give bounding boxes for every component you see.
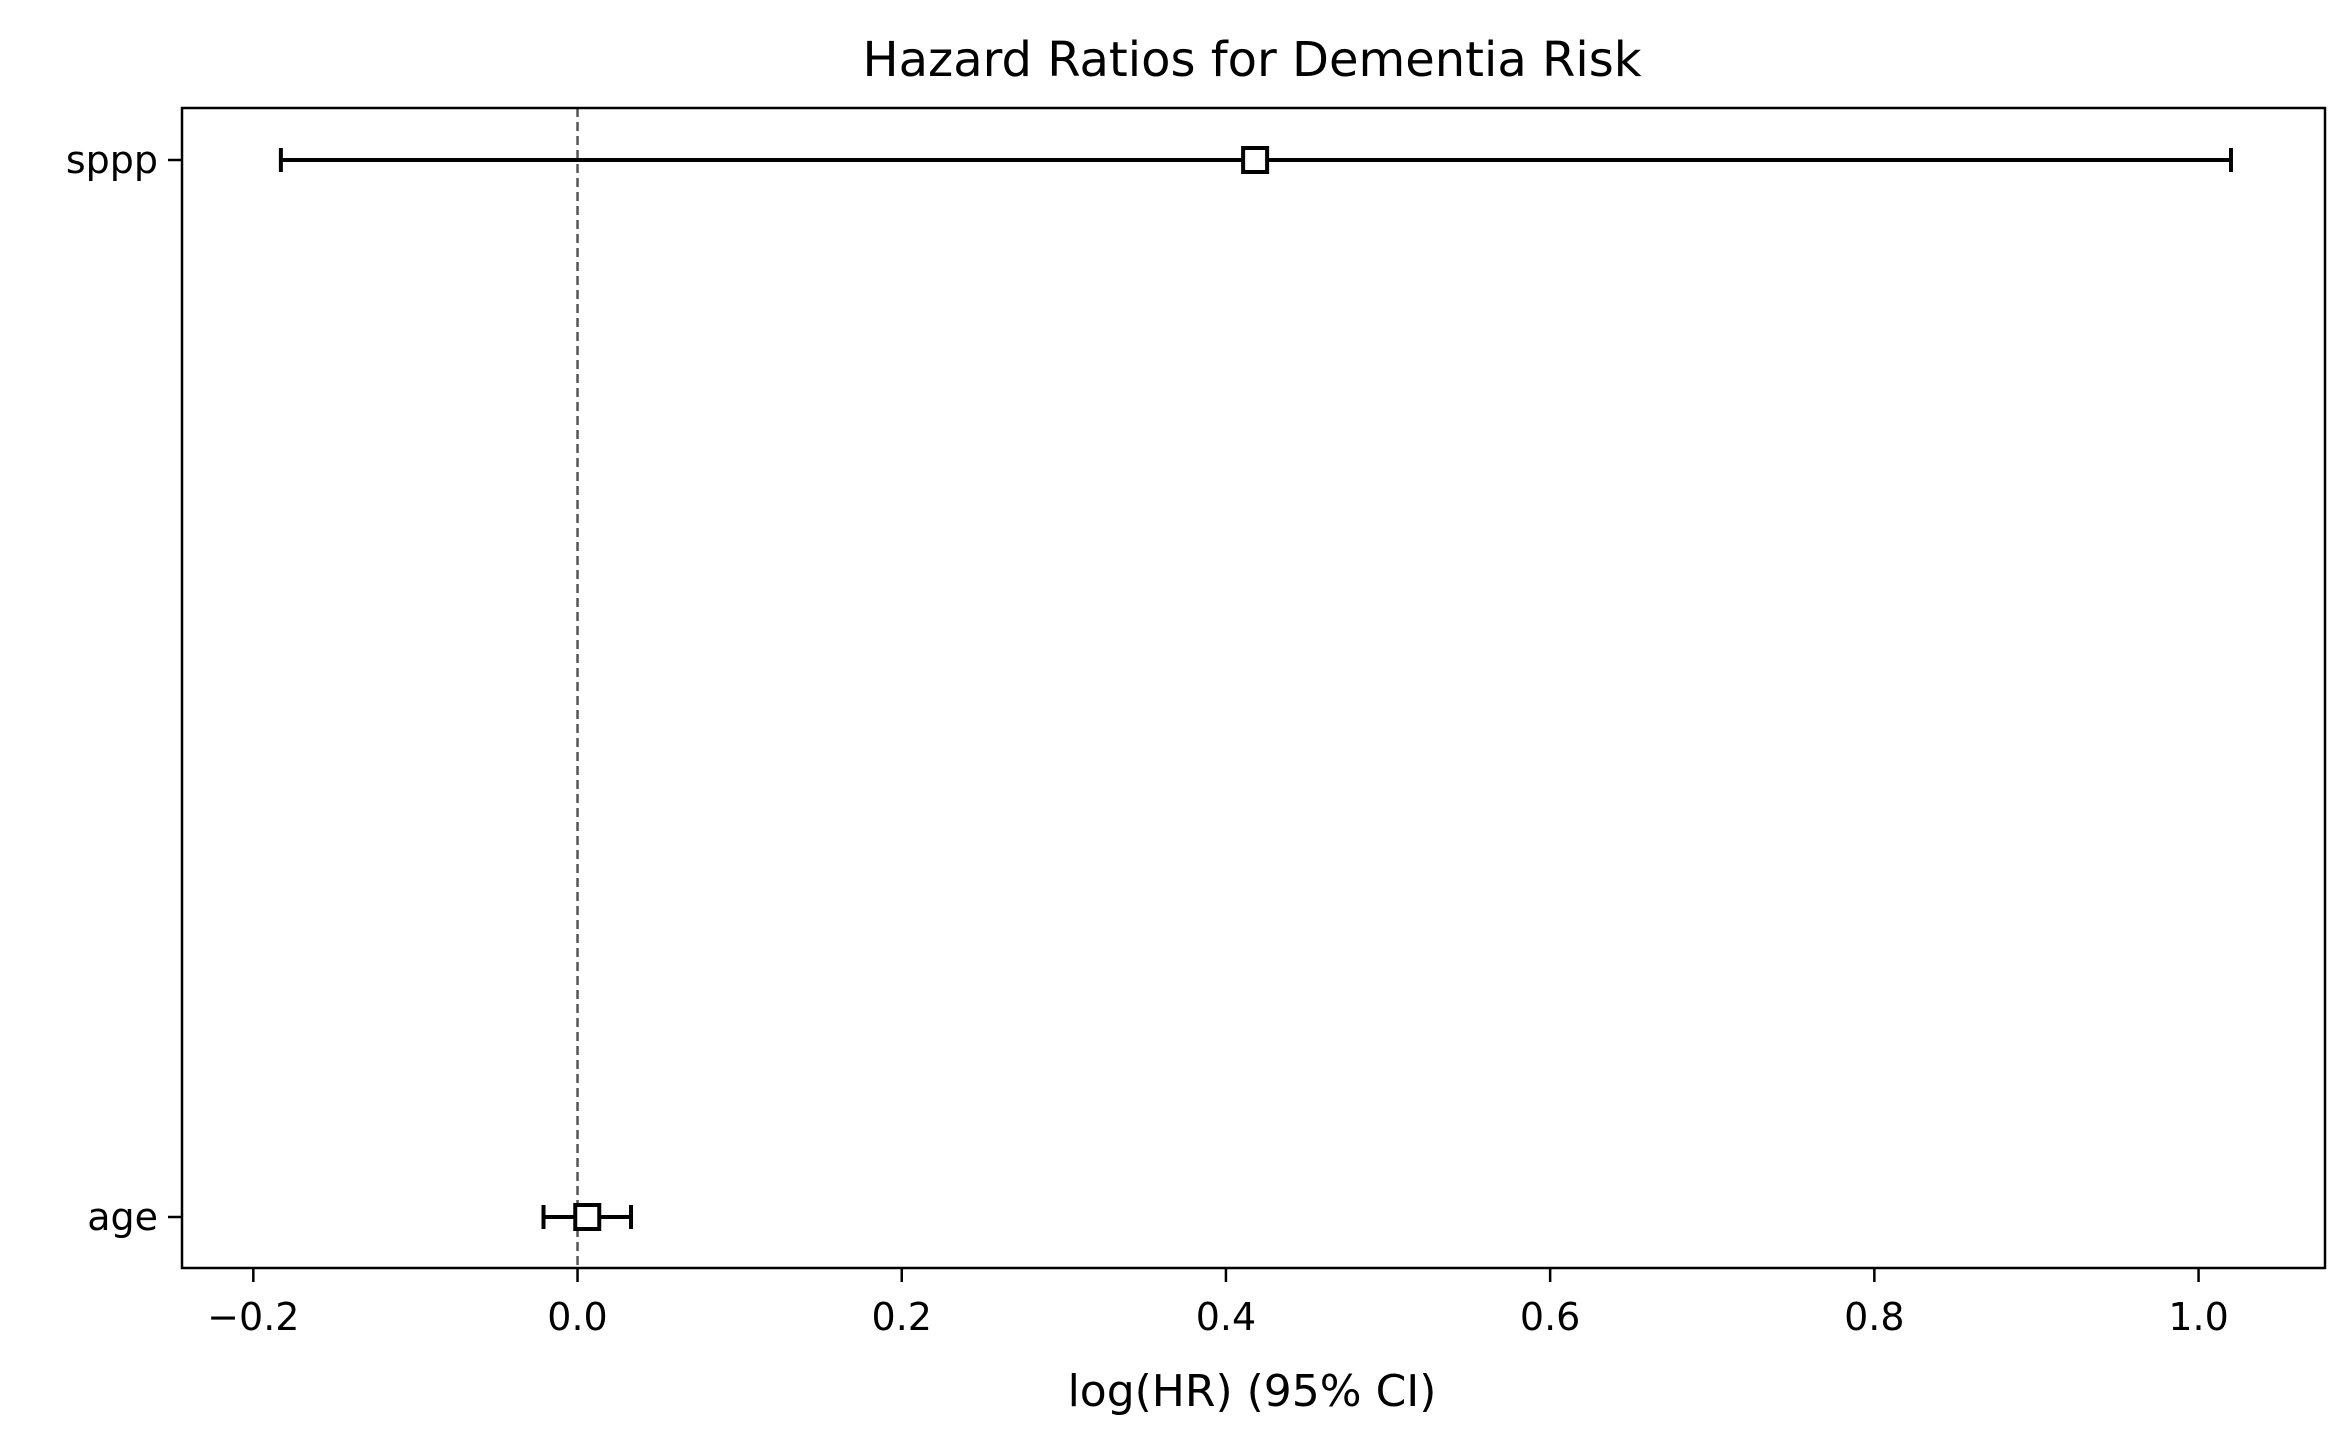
y-tick-label-age: age bbox=[87, 1195, 158, 1239]
x-tick-label: 0.6 bbox=[1520, 1295, 1580, 1339]
estimate-marker-age bbox=[573, 1203, 602, 1231]
estimate-marker-sppp bbox=[1241, 146, 1270, 174]
x-tick-label: 0.2 bbox=[872, 1295, 932, 1339]
x-tick-label: 0.0 bbox=[547, 1295, 607, 1339]
x-tick-label: 0.8 bbox=[1844, 1295, 1904, 1339]
x-tick-label: 0.4 bbox=[1196, 1295, 1256, 1339]
chart-title: Hazard Ratios for Dementia Risk bbox=[862, 32, 1641, 88]
x-axis-label: log(HR) (95% CI) bbox=[1068, 1366, 1437, 1417]
plot-frame bbox=[180, 106, 2327, 1270]
y-tick-label-sppp: sppp bbox=[66, 138, 158, 182]
x-tick-label: 1.0 bbox=[2168, 1295, 2228, 1339]
x-tick-label: −0.2 bbox=[207, 1295, 299, 1339]
